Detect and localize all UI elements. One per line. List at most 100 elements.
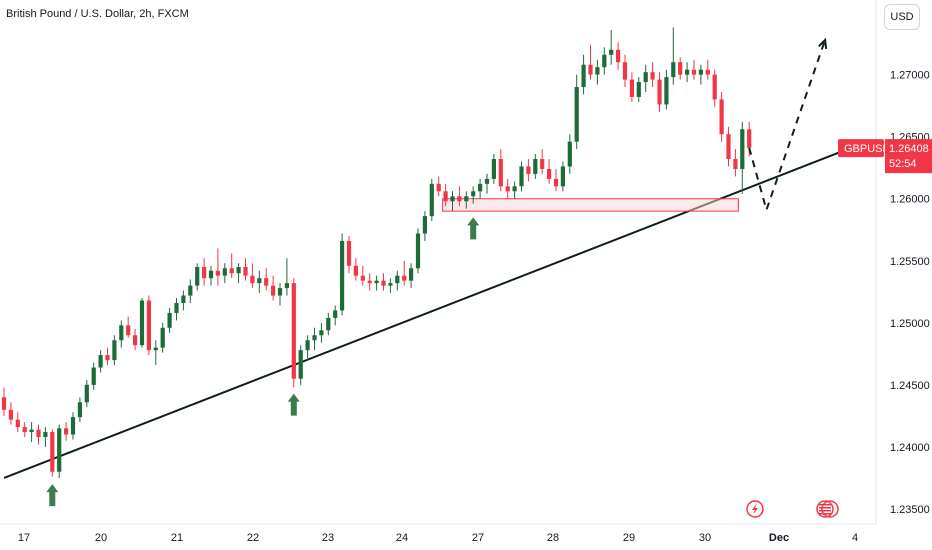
candle [222, 263, 227, 284]
candle-body [174, 302, 179, 313]
candle [77, 397, 82, 423]
candle-body [650, 72, 655, 80]
candle [712, 69, 717, 107]
candle-body [36, 429, 41, 438]
candle [547, 159, 552, 184]
candle-body [57, 428, 62, 472]
candle-body [505, 186, 510, 192]
event-icons[interactable] [746, 500, 839, 518]
candle [657, 72, 662, 112]
candle-body [50, 432, 55, 472]
candle-body [429, 183, 434, 217]
candle-body [443, 191, 448, 202]
candle [464, 191, 469, 209]
trendline-layer [3, 146, 854, 479]
candle [236, 263, 241, 284]
time-tick-label: 28 [547, 532, 559, 544]
candle [595, 59, 600, 85]
candle-body [112, 340, 117, 361]
candle-body [629, 79, 634, 97]
candle [374, 275, 379, 291]
candle-body [340, 240, 345, 311]
candle-body [84, 384, 89, 403]
candle [112, 335, 117, 366]
candle [277, 283, 283, 306]
candle [139, 298, 145, 348]
candle-body [595, 67, 600, 75]
candle [415, 228, 421, 274]
candle [146, 295, 151, 356]
candle-body [333, 310, 338, 318]
candle [622, 54, 628, 88]
flag-icon-ring-2 [821, 500, 839, 518]
candle-body [215, 270, 220, 276]
candle-body [374, 280, 379, 284]
candle-body [602, 54, 607, 68]
candle [609, 29, 614, 65]
time-tick-label: 21 [171, 532, 183, 544]
projection-path [748, 39, 827, 214]
candle-body [719, 99, 724, 135]
candle-body [484, 178, 490, 184]
candle [174, 298, 179, 321]
candle-body [436, 183, 441, 192]
candle-body [208, 270, 214, 279]
candle [91, 362, 96, 390]
candle-body [415, 233, 421, 269]
flag-icon-stripe [819, 507, 831, 509]
candle-body [526, 166, 531, 174]
candle-body [574, 87, 579, 142]
candle-body [685, 69, 690, 75]
candle-body [712, 74, 717, 100]
candle [616, 42, 621, 70]
time-tick-label: 23 [322, 532, 334, 544]
candle [305, 335, 310, 361]
candle-body [284, 283, 289, 289]
candle [429, 178, 434, 222]
candle [105, 347, 110, 366]
time-tick-label: 20 [95, 532, 107, 544]
candle-body [409, 268, 414, 281]
bar-countdown-label: 52:54 [889, 158, 917, 170]
price-tick-label: 1.25500 [890, 256, 930, 268]
candle [650, 62, 655, 88]
time-tick-label: Dec [769, 532, 789, 544]
candle-body [622, 62, 628, 80]
candle [208, 265, 214, 286]
candle [284, 258, 289, 296]
candle [119, 320, 124, 348]
candle [153, 340, 158, 366]
candle [202, 258, 207, 286]
candle [340, 233, 345, 316]
price-axis[interactable]: 1.23500 1.24000 1.24500 1.25000 1.25500 1.260… [875, 0, 930, 524]
candle-body [346, 240, 352, 266]
candle-body [277, 288, 283, 296]
candle-body [471, 191, 476, 197]
time-tick-label: 30 [699, 532, 711, 544]
candle-body [588, 64, 593, 75]
candle [643, 64, 648, 93]
candle-body [229, 268, 234, 274]
candle [450, 191, 455, 212]
candle-body [167, 312, 172, 328]
price-tick-label: 1.24500 [890, 380, 930, 392]
candle-body [691, 69, 697, 75]
time-tick-label: 29 [623, 532, 635, 544]
candle [291, 278, 296, 388]
last-price-badge [885, 139, 932, 174]
candle-body [271, 285, 276, 296]
candle [402, 260, 407, 286]
candle-body [657, 79, 662, 105]
candle [50, 429, 55, 477]
candle [388, 278, 393, 294]
candle-body [243, 267, 248, 276]
candle-body [91, 367, 96, 385]
candle-body [202, 267, 207, 279]
time-axis[interactable]: 17 20 21 22 23 24 27 28 29 30 Dec 4 [0, 523, 876, 544]
currency-button[interactable]: USD [884, 4, 920, 30]
candle [160, 322, 165, 353]
candle-body [305, 340, 310, 351]
candle-body [153, 347, 158, 351]
candle [409, 263, 414, 289]
